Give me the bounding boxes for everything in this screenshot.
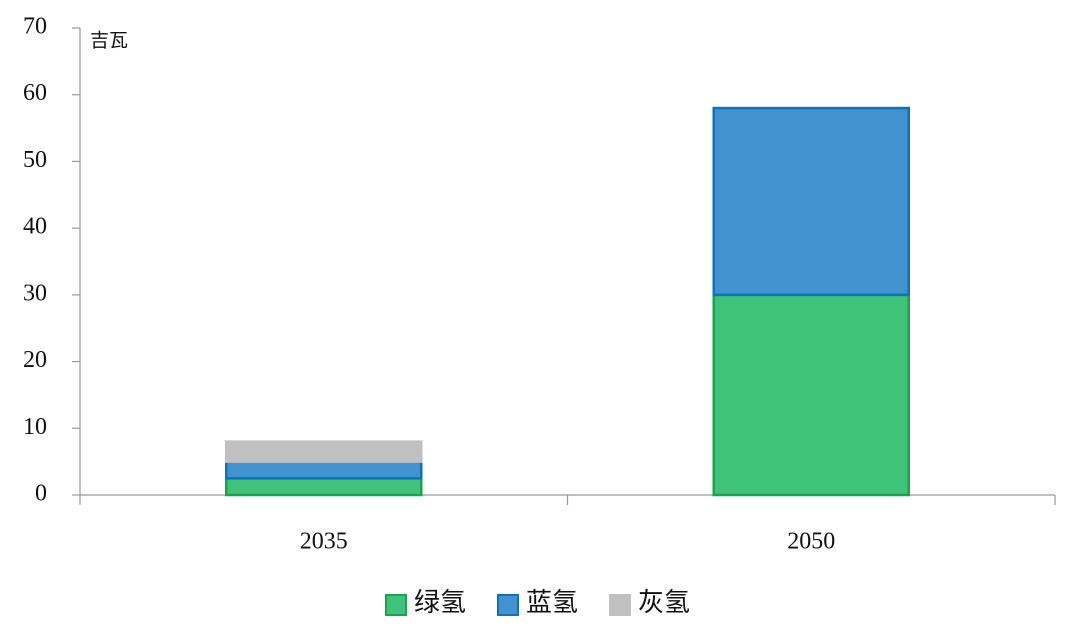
x-tick-label: 2050	[787, 529, 835, 555]
bar-segment	[225, 477, 423, 497]
legend-label: 蓝氢	[526, 588, 578, 617]
legend-swatch	[497, 594, 519, 616]
y-tick-label: 40	[23, 214, 47, 240]
legend-swatch	[609, 594, 631, 616]
x-tick-label: 2035	[300, 529, 348, 555]
legend-swatch	[385, 594, 407, 616]
bar-segment	[225, 460, 423, 480]
y-tick-label: 50	[23, 147, 47, 173]
y-tick-label: 30	[23, 280, 47, 306]
y-tick-label: 20	[23, 347, 47, 373]
bar-segment	[712, 293, 910, 497]
y-tick-label: 0	[35, 481, 47, 507]
legend-label: 绿氢	[414, 588, 466, 617]
y-tick-label: 70	[23, 14, 47, 40]
bar-segment	[225, 440, 423, 463]
y-axis-unit: 吉瓦	[90, 29, 128, 51]
y-tick-label: 10	[23, 414, 47, 440]
bar-segment	[712, 106, 910, 297]
legend-label: 灰氢	[638, 588, 690, 617]
y-tick-label: 60	[23, 80, 47, 106]
